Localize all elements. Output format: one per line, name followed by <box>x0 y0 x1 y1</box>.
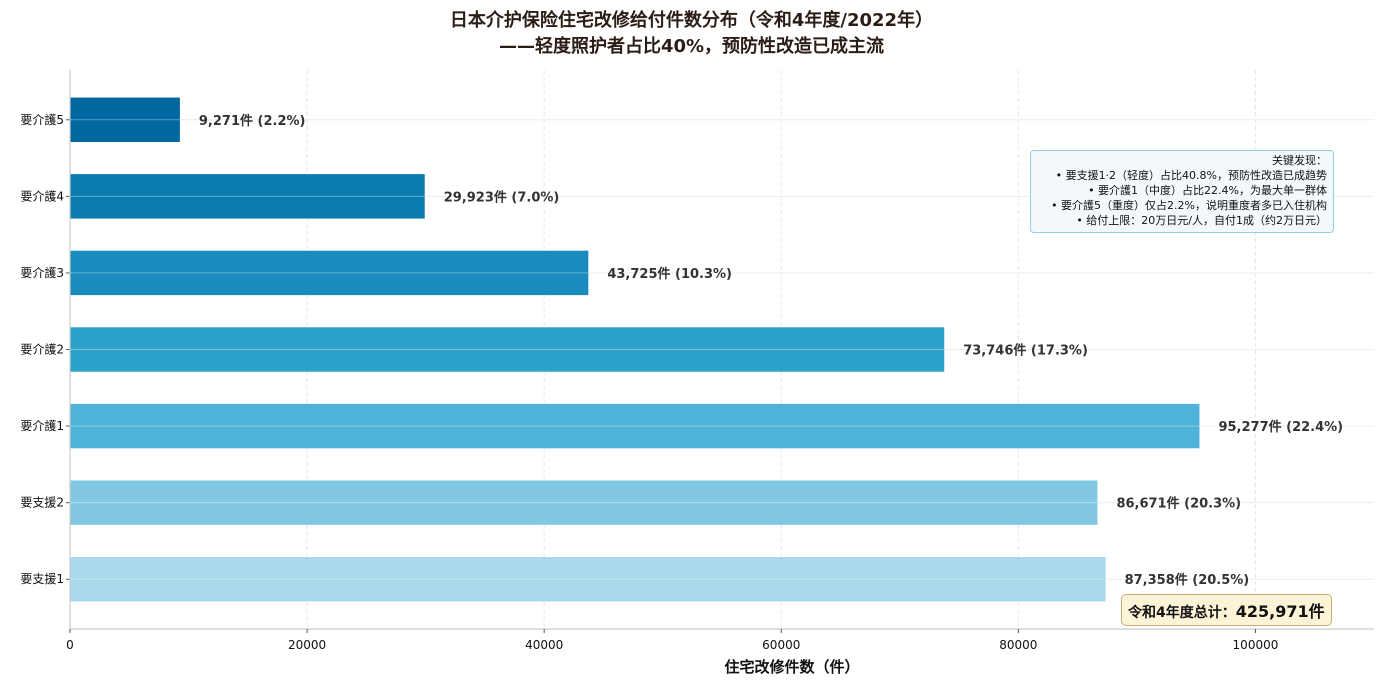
y-tick-label: 要介護1 <box>20 418 64 433</box>
data-label: 95,277件 (22.4%) <box>1218 419 1343 435</box>
data-label: 87,358件 (20.5%) <box>1125 572 1250 588</box>
key-finding-line: • 要介護1（中度）占比22.4%，为最大单一群体 <box>1088 184 1327 197</box>
bar <box>70 97 180 142</box>
bar <box>70 250 589 296</box>
key-finding-line: • 给付上限：20万日元/人，自付1成（约2万日元） <box>1076 214 1327 227</box>
x-tick-label: 20000 <box>288 638 326 652</box>
x-tick-label: 100000 <box>1233 638 1279 652</box>
total-value: 425,971件 <box>1235 602 1325 621</box>
total-badge: 令和4年度总计：425,971件 <box>1121 594 1332 626</box>
x-tick-label: 60000 <box>762 638 800 652</box>
chart-subtitle: ——轻度照护者占比40%，预防性改造已成主流 <box>498 36 885 57</box>
data-label: 73,746件 (17.3%) <box>963 343 1088 359</box>
y-tick-label: 要介護4 <box>20 188 64 203</box>
key-findings-title: 关键发现： <box>1272 154 1327 167</box>
bar <box>70 174 425 219</box>
chart-title: 日本介护保险住宅改修给付件数分布（令和4年度/2022年） <box>449 10 934 31</box>
x-axis-title: 住宅改修件数（件） <box>724 658 859 676</box>
data-label: 9,271件 (2.2%) <box>199 113 306 129</box>
bar <box>70 403 1200 449</box>
y-tick-label: 要介護3 <box>20 265 64 280</box>
x-tick-label: 0 <box>66 638 74 652</box>
bar <box>70 327 945 372</box>
total-label: 令和4年度总计： <box>1128 605 1236 621</box>
bar <box>70 480 1098 525</box>
y-tick-label: 要介護2 <box>20 342 64 357</box>
y-tick-label: 要支援2 <box>20 496 64 510</box>
x-tick-label: 80000 <box>999 638 1037 652</box>
key-finding-line: • 要介護5（重度）仅占2.2%，说明重度者多已入住机构 <box>1051 199 1327 212</box>
data-label: 86,671件 (20.3%) <box>1116 496 1241 512</box>
key-finding-line: • 要支援1·2（轻度）占比40.8%，预防性改造已成趋势 <box>1055 169 1327 182</box>
key-findings-box: 关键发现： • 要支援1·2（轻度）占比40.8%，预防性改造已成趋势 • 要介… <box>1030 150 1334 233</box>
x-tick-label: 40000 <box>525 638 563 652</box>
bar <box>70 557 1106 602</box>
data-label: 43,725件 (10.3%) <box>607 266 732 282</box>
y-tick-label: 要介護5 <box>20 112 64 127</box>
data-label: 29,923件 (7.0%) <box>444 189 560 205</box>
y-tick-label: 要支援1 <box>20 572 64 586</box>
